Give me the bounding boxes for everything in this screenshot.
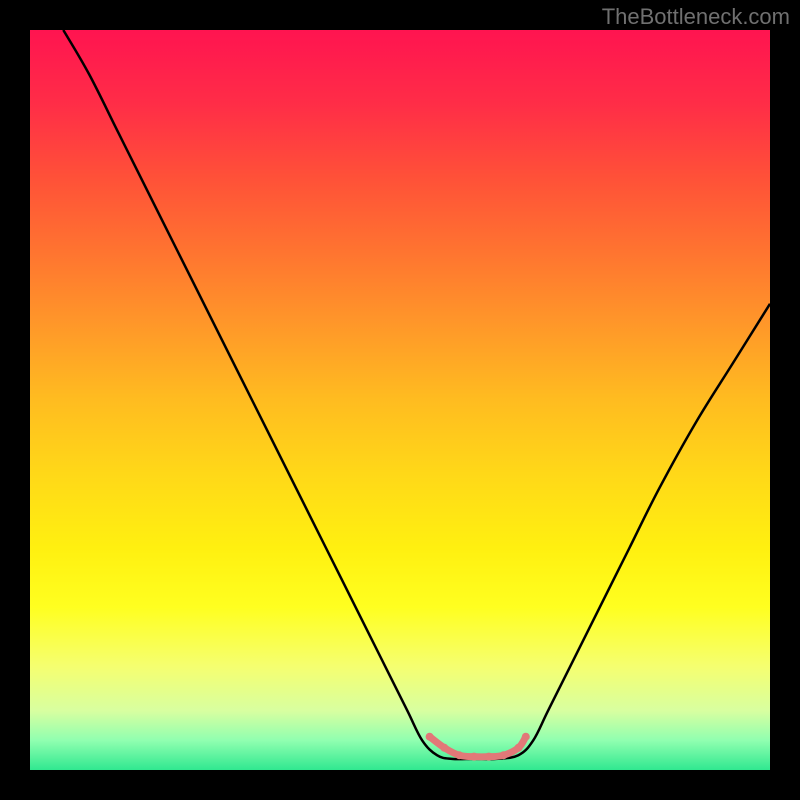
optimal-zone-marker — [522, 733, 530, 741]
optimal-zone-marker — [426, 733, 434, 741]
optimal-zone-marker — [485, 753, 493, 761]
optimal-zone-marker — [440, 744, 448, 752]
watermark-text: TheBottleneck.com — [602, 4, 790, 30]
optimal-zone-marker — [455, 751, 463, 759]
optimal-zone-marker — [514, 744, 522, 752]
optimal-zone-marker — [470, 753, 478, 761]
plot-area-background — [30, 30, 770, 770]
chart-container: TheBottleneck.com — [0, 0, 800, 800]
bottleneck-curve-chart — [0, 0, 800, 800]
optimal-zone-marker — [500, 751, 508, 759]
